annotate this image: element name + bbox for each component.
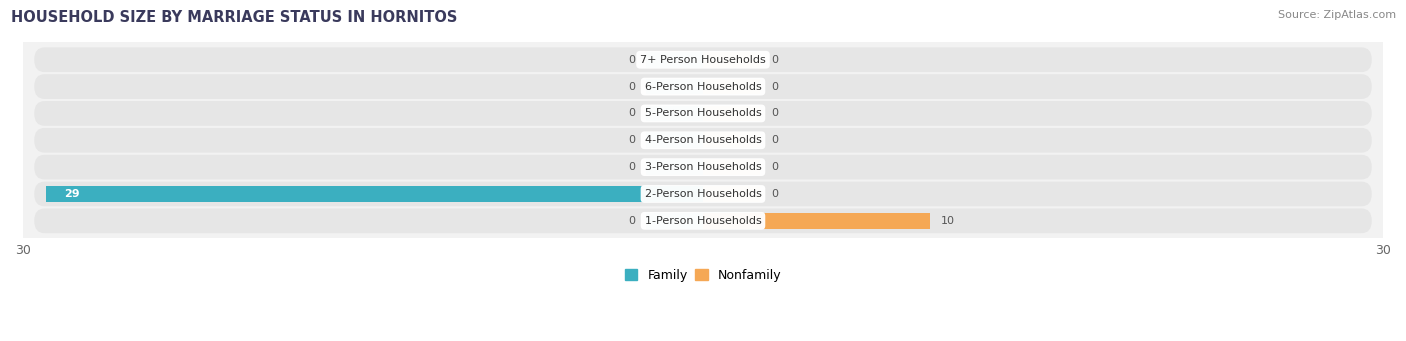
Text: 2-Person Households: 2-Person Households: [644, 189, 762, 199]
Bar: [647, 133, 703, 148]
FancyBboxPatch shape: [34, 74, 1372, 99]
Text: 7+ Person Households: 7+ Person Households: [640, 55, 766, 65]
Text: 0: 0: [628, 216, 636, 226]
Bar: [647, 106, 703, 121]
Bar: [647, 159, 703, 175]
Text: 4-Person Households: 4-Person Households: [644, 135, 762, 145]
Text: 0: 0: [628, 108, 636, 118]
Text: 0: 0: [770, 55, 778, 65]
Text: 0: 0: [628, 135, 636, 145]
FancyBboxPatch shape: [34, 182, 1372, 206]
Text: 0: 0: [770, 81, 778, 92]
Text: 0: 0: [770, 189, 778, 199]
Bar: [703, 186, 759, 202]
Text: Source: ZipAtlas.com: Source: ZipAtlas.com: [1278, 10, 1396, 20]
Text: 0: 0: [628, 55, 636, 65]
Text: 0: 0: [770, 108, 778, 118]
Legend: Family, Nonfamily: Family, Nonfamily: [620, 264, 786, 287]
Text: 29: 29: [63, 189, 79, 199]
Text: HOUSEHOLD SIZE BY MARRIAGE STATUS IN HORNITOS: HOUSEHOLD SIZE BY MARRIAGE STATUS IN HOR…: [11, 10, 457, 25]
FancyBboxPatch shape: [34, 47, 1372, 72]
Text: 1-Person Households: 1-Person Households: [644, 216, 762, 226]
FancyBboxPatch shape: [34, 128, 1372, 153]
Bar: [647, 52, 703, 68]
Bar: [45, 186, 703, 202]
Text: 5-Person Households: 5-Person Households: [644, 108, 762, 118]
Bar: [703, 159, 759, 175]
Text: 3-Person Households: 3-Person Households: [644, 162, 762, 172]
Text: 0: 0: [628, 81, 636, 92]
Text: 0: 0: [770, 135, 778, 145]
Text: 0: 0: [628, 162, 636, 172]
Bar: [703, 106, 759, 121]
FancyBboxPatch shape: [34, 101, 1372, 126]
FancyBboxPatch shape: [34, 155, 1372, 179]
Bar: [703, 133, 759, 148]
Bar: [647, 79, 703, 94]
Bar: [703, 213, 929, 228]
Bar: [703, 52, 759, 68]
Text: 10: 10: [941, 216, 955, 226]
Bar: [647, 213, 703, 228]
FancyBboxPatch shape: [34, 208, 1372, 233]
Text: 0: 0: [770, 162, 778, 172]
Bar: [703, 79, 759, 94]
Text: 6-Person Households: 6-Person Households: [644, 81, 762, 92]
